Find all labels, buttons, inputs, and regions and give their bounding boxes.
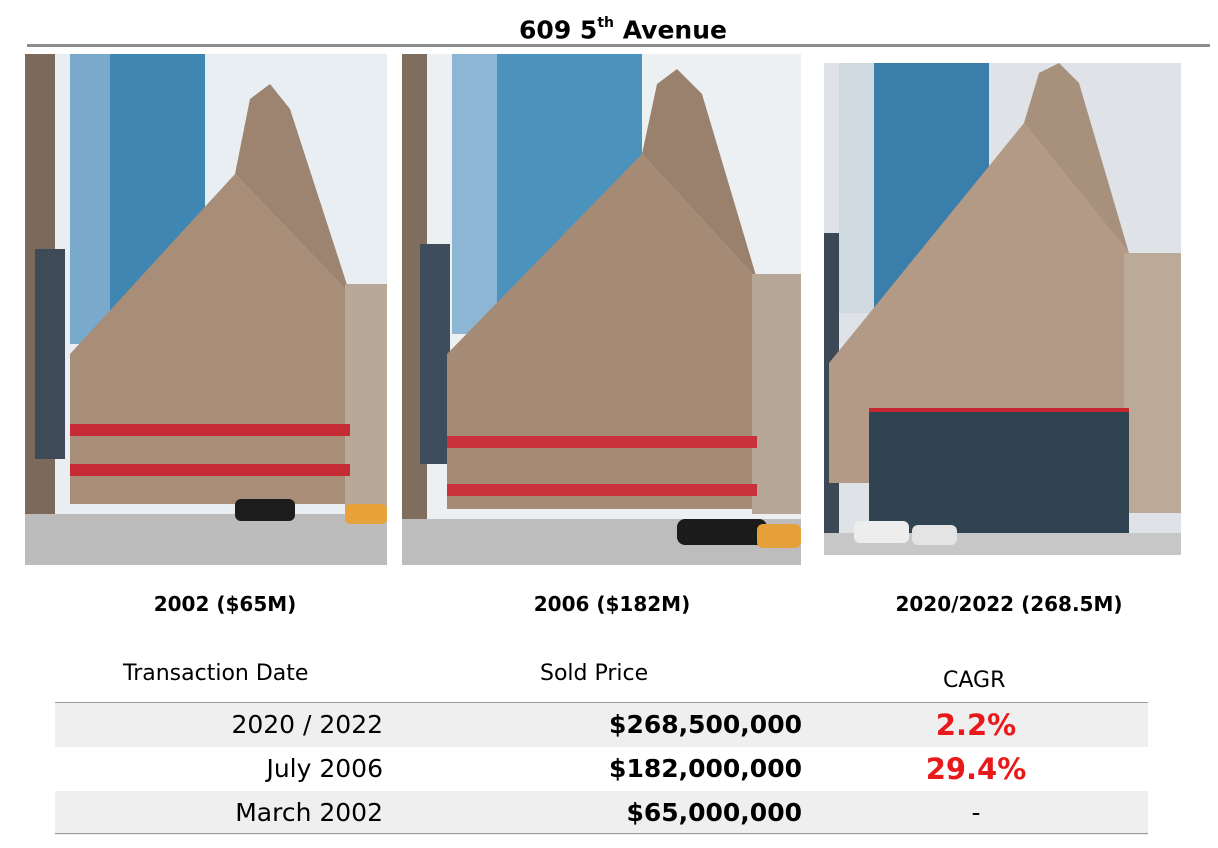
- table-row: July 2006 $182,000,000 29.4%: [55, 747, 1148, 791]
- title-divider: [27, 44, 1210, 47]
- transaction-date: 2020 / 2022: [231, 710, 383, 739]
- title-main: 609 5: [519, 15, 598, 45]
- cagr-value: -: [971, 798, 981, 827]
- photo-caption-2006: 2006 ($182M): [533, 592, 691, 616]
- building-photo-2020-2022: [824, 63, 1181, 555]
- header-transaction-date: Transaction Date: [123, 661, 309, 686]
- photo-caption-2020-2022: 2020/2022 (268.5M): [895, 592, 1123, 616]
- transaction-date: July 2006: [266, 754, 383, 783]
- title-rest: Avenue: [614, 15, 727, 45]
- building-photo-2006: [402, 54, 801, 565]
- cagr-value: 29.4%: [925, 752, 1027, 786]
- title-superscript: th: [597, 15, 614, 31]
- sold-price: $65,000,000: [626, 798, 802, 827]
- table-row: March 2002 $65,000,000 -: [55, 791, 1148, 835]
- building-photo-2002: [25, 54, 387, 565]
- table-bottom-rule: [55, 833, 1148, 834]
- table-top-rule: [55, 702, 1148, 703]
- photo-caption-2002: 2002 ($65M): [153, 592, 297, 616]
- table-row: 2020 / 2022 $268,500,000 2.2%: [55, 703, 1148, 747]
- sold-price: $268,500,000: [609, 710, 802, 739]
- cagr-value: 2.2%: [935, 708, 1017, 742]
- header-cagr: CAGR: [943, 668, 1006, 693]
- transaction-date: March 2002: [235, 798, 383, 827]
- header-sold-price: Sold Price: [540, 661, 649, 686]
- sold-price: $182,000,000: [609, 754, 802, 783]
- page-title: 609 5th Avenue: [0, 8, 1218, 47]
